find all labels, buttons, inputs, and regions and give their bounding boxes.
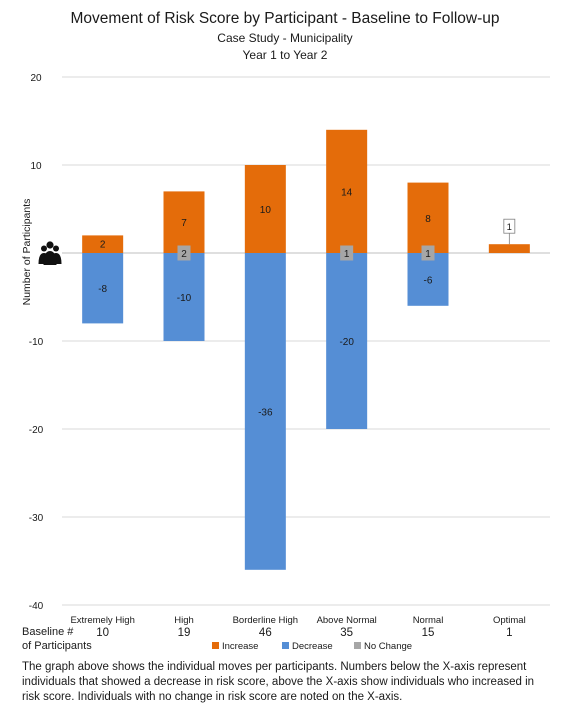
x-category-label: Above Normal [317,615,377,626]
x-category-label: Borderline High [233,615,298,626]
baseline-count: 15 [422,627,435,639]
label-no-change: 1 [344,249,350,260]
label-decrease: -6 [424,275,433,286]
no-change-marker [340,245,354,261]
baseline-label-line2: of Participants [22,640,92,652]
label-increase: 8 [425,214,431,225]
people-icon [38,241,62,265]
x-category-label: Extremely High [70,615,134,626]
baseline-count: 19 [178,627,191,639]
label-decrease: -36 [258,407,273,418]
bar-decrease [244,253,286,570]
baseline-count: 35 [340,627,353,639]
x-category-label: Normal [413,615,444,626]
y-tick-label: -20 [29,425,44,436]
legend-swatch [354,642,361,649]
y-tick-label: -40 [29,601,44,612]
baseline-count: 10 [96,627,109,639]
baseline-count: 46 [259,627,272,639]
y-tick-labels: -40 -30 -20 -10 10 20 [29,73,44,612]
label-no-change: 1 [425,249,431,260]
bar-increase [488,244,530,253]
x-category-label: Optimal [493,615,526,626]
chart-subtitle: Case Study - Municipality [217,31,352,45]
bar-increase [244,165,286,253]
gridlines [62,76,550,606]
label-increase: 14 [341,187,353,198]
chart-subtitle-years: Year 1 to Year 2 [243,48,328,62]
baseline-count: 1 [506,627,512,639]
label-increase: 1 [507,222,512,233]
bar-increase [407,182,449,253]
bar-increase [163,191,205,253]
bar-increase [326,129,368,253]
risk-score-chart: Movement of Risk Score by Participant - … [21,10,550,652]
label-increase: 7 [181,218,187,229]
x-category-label: High [174,615,194,626]
legend: Increase Decrease No Change [212,641,412,652]
label-decrease: -8 [98,284,107,295]
label-no-change: 2 [181,249,187,260]
bar-labels: 2 -8 7 -10 2 10 -36 14 -20 1 8 -6 1 1 [98,187,516,418]
bar-decrease [82,253,124,324]
legend-swatch [282,642,289,649]
baseline-label-line1: Baseline # [22,626,74,638]
y-tick-label: -10 [29,337,44,348]
bar-decrease [407,253,449,306]
chart-title: Movement of Risk Score by Participant - … [70,10,499,27]
y-axis-label: Number of Participants [21,199,33,306]
y-tick-label: 10 [30,161,42,172]
baseline-counts: 10 19 46 35 15 1 [96,627,512,639]
bar-decrease [163,253,205,341]
chart-caption: The graph above shows the individual mov… [22,661,535,703]
legend-label: Decrease [292,641,333,652]
category-labels: Extremely High High Borderline High Above N… [70,615,525,626]
no-change-marker [177,245,191,261]
label-increase: 2 [100,240,106,251]
label-decrease: -10 [177,293,192,304]
bars [82,129,530,570]
legend-swatch [212,642,219,649]
y-tick-label: 20 [30,73,42,84]
legend-label: Increase [222,641,258,652]
legend-label: No Change [364,641,412,652]
bar-increase [82,235,124,253]
label-increase: 10 [260,205,272,216]
bar-decrease [326,253,368,429]
no-change-marker [421,245,435,261]
label-decrease: -20 [339,337,354,348]
y-tick-label: -30 [29,513,44,524]
